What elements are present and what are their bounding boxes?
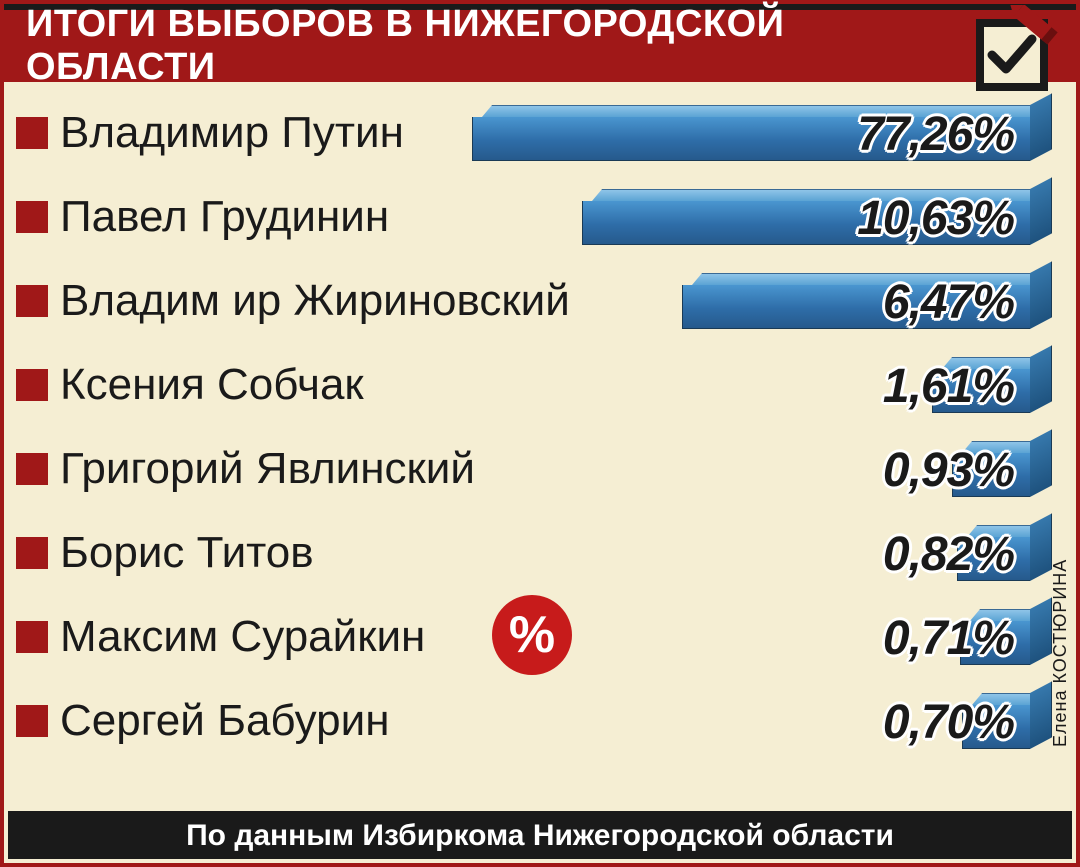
header-bar: ИТОГИ ВЫБОРОВ В НИЖЕГОРОДСКОЙ ОБЛАСТИ xyxy=(4,4,1076,82)
candidate-percent: 6,47% xyxy=(883,275,1014,330)
row-marker xyxy=(16,453,48,485)
candidate-percent: 1,61% xyxy=(883,359,1014,414)
bar-area: 77,26% xyxy=(472,99,1052,167)
infographic-frame: ИТОГИ ВЫБОРОВ В НИЖЕГОРОДСКОЙ ОБЛАСТИ Вл… xyxy=(0,0,1080,867)
bar-area: 6,47% xyxy=(682,267,1052,335)
bar-3d: 10,63% xyxy=(582,189,1052,245)
bar-side-face xyxy=(1030,429,1052,497)
row-marker xyxy=(16,369,48,401)
row-marker xyxy=(16,117,48,149)
bar-side-face xyxy=(1030,93,1052,161)
candidate-row: Павел Грудинин 10,63% xyxy=(16,176,1064,258)
candidate-percent: 0,70% xyxy=(883,695,1014,750)
candidate-name: Григорий Явлинский xyxy=(60,444,475,494)
bar-3d: 0,70% xyxy=(962,693,1052,749)
candidate-name: Павел Грудинин xyxy=(60,192,389,242)
bar-area: 0,71% xyxy=(960,603,1052,671)
bar-3d: 77,26% xyxy=(472,105,1052,161)
bar-side-face xyxy=(1030,177,1052,245)
author-credit: Елена КОСТЮРИНА xyxy=(1050,503,1074,803)
source-footer: По данным Избиркома Нижегородской област… xyxy=(8,811,1072,859)
row-marker xyxy=(16,621,48,653)
bar-area: 0,70% xyxy=(962,687,1052,755)
candidate-percent: 0,82% xyxy=(883,527,1014,582)
candidate-row: Ксения Собчак 1,61% xyxy=(16,344,1064,426)
candidate-name: Ксения Собчак xyxy=(60,360,364,410)
candidate-percent: 77,26% xyxy=(857,107,1014,162)
bar-3d: 0,71% xyxy=(960,609,1052,665)
bar-side-face xyxy=(1030,345,1052,413)
candidate-row: Григорий Явлинский 0,93% xyxy=(16,428,1064,510)
row-marker xyxy=(16,201,48,233)
bar-3d: 0,82% xyxy=(957,525,1052,581)
bar-side-face xyxy=(1030,597,1052,665)
candidate-row: Владим ир Жириновский 6,47% xyxy=(16,260,1064,342)
percent-badge: % xyxy=(492,595,572,675)
bar-3d: 6,47% xyxy=(682,273,1052,329)
bar-area: 0,82% xyxy=(957,519,1052,587)
bar-side-face xyxy=(1030,261,1052,329)
bar-3d: 1,61% xyxy=(932,357,1052,413)
candidate-row: Владимир Путин 77,26% xyxy=(16,92,1064,174)
bar-side-face xyxy=(1030,681,1052,749)
bar-3d: 0,93% xyxy=(952,441,1052,497)
candidate-row: Борис Титов 0,82% xyxy=(16,512,1064,594)
page-title: ИТОГИ ВЫБОРОВ В НИЖЕГОРОДСКОЙ ОБЛАСТИ xyxy=(26,3,966,89)
candidate-percent: 0,93% xyxy=(883,443,1014,498)
row-marker xyxy=(16,537,48,569)
bar-area: 1,61% xyxy=(932,351,1052,419)
candidate-percent: 0,71% xyxy=(883,611,1014,666)
candidate-name: Борис Титов xyxy=(60,528,314,578)
candidate-name: Сергей Бабурин xyxy=(60,696,390,746)
bar-area: 10,63% xyxy=(582,183,1052,251)
candidate-name: Владим ир Жириновский xyxy=(60,276,570,326)
bar-area: 0,93% xyxy=(952,435,1052,503)
row-marker xyxy=(16,705,48,737)
candidate-row: Сергей Бабурин 0,70% xyxy=(16,680,1064,762)
candidate-name: Владимир Путин xyxy=(60,108,404,158)
percent-badge-label: % xyxy=(509,605,555,665)
candidate-percent: 10,63% xyxy=(857,191,1014,246)
bar-side-face xyxy=(1030,513,1052,581)
ballot-box-icon xyxy=(962,5,1062,95)
candidate-name: Максим Сурайкин xyxy=(60,612,425,662)
row-marker xyxy=(16,285,48,317)
